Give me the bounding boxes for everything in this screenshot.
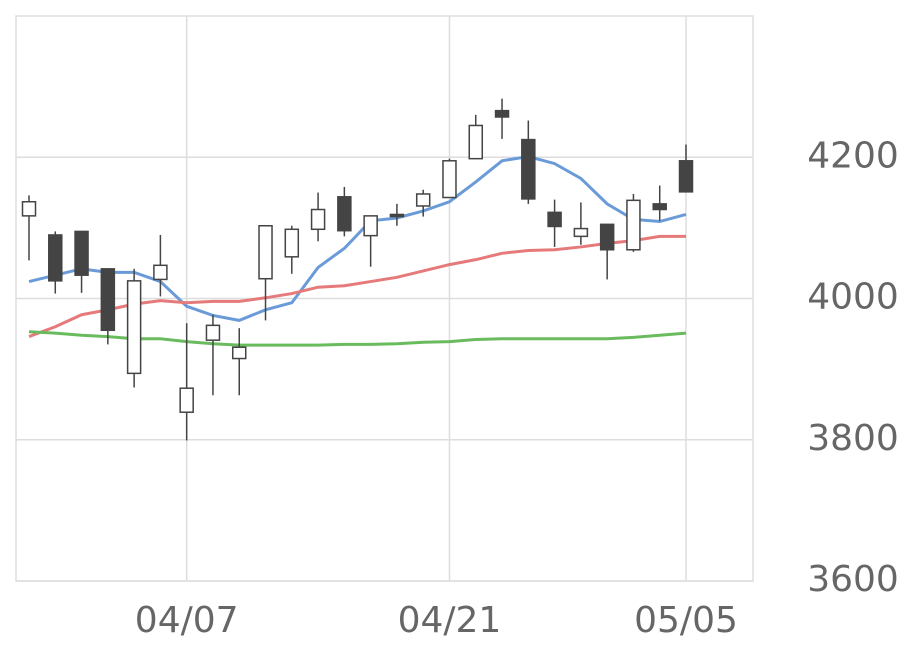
- candle-body: [363, 215, 378, 237]
- candle-body: [573, 227, 589, 238]
- y-tick-label: 3600: [807, 559, 899, 600]
- candle-body: [258, 225, 273, 280]
- candle-body: [74, 230, 89, 276]
- candle-body: [494, 109, 510, 118]
- candle-body: [678, 160, 694, 193]
- candle-body: [626, 199, 641, 251]
- candle-body: [284, 228, 300, 258]
- candle-body: [21, 200, 37, 217]
- candle-body: [126, 280, 142, 375]
- moving-average-line: [28, 155, 687, 322]
- candle-body: [153, 264, 168, 281]
- candle-body: [389, 213, 405, 218]
- y-tick-label: 4000: [807, 277, 899, 318]
- candle-body: [48, 234, 63, 282]
- x-tick-label: 04/21: [398, 600, 502, 641]
- y-tick-label: 3800: [807, 418, 899, 459]
- candle-body: [468, 124, 484, 160]
- candle-body: [415, 193, 431, 207]
- candle-body: [231, 346, 247, 360]
- candle-body: [599, 223, 615, 251]
- candle-body: [179, 387, 194, 413]
- y-tick-label: 4200: [807, 135, 899, 176]
- x-tick-label: 04/07: [135, 600, 239, 641]
- candle-body: [205, 324, 221, 341]
- candle-body: [100, 268, 116, 332]
- candle-body: [521, 138, 536, 200]
- candle-body: [337, 196, 352, 232]
- x-tick-label: 05/05: [634, 600, 738, 641]
- candle-body: [547, 211, 562, 228]
- candle-body: [652, 203, 667, 211]
- candle-body: [310, 208, 326, 231]
- candle-body: [442, 160, 457, 199]
